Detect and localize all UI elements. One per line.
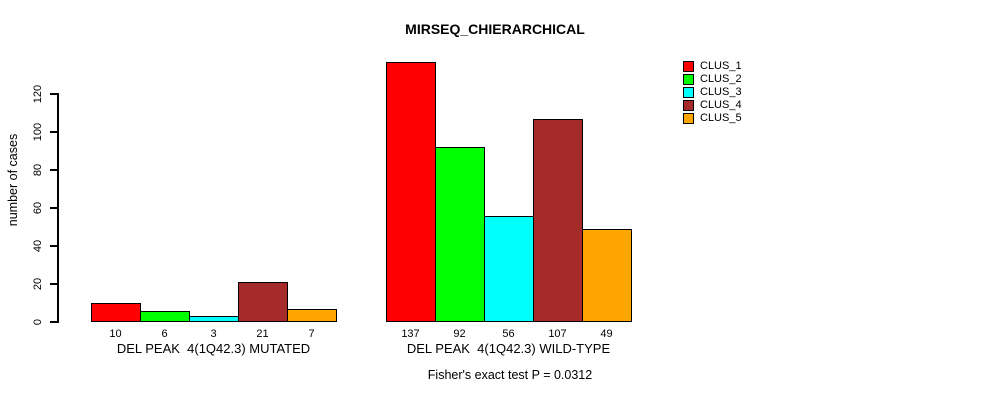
bar-wild-type-clus-3 xyxy=(484,216,534,322)
y-tick xyxy=(50,283,57,285)
y-tick-label: 100 xyxy=(32,122,44,142)
bar-value-label: 21 xyxy=(256,328,269,340)
bar-value-label: 6 xyxy=(161,328,168,340)
legend: CLUS_1 CLUS_2 CLUS_3 CLUS_4 CLUS_5 xyxy=(683,60,742,125)
legend-swatch-clus-2 xyxy=(683,74,694,85)
bar-value-label: 92 xyxy=(453,328,466,340)
y-tick xyxy=(50,245,57,247)
group-label-mutated: DEL PEAK 4(1Q42.3) MUTATED xyxy=(116,341,311,356)
chart-title: MIRSEQ_CHIERARCHICAL xyxy=(405,21,585,37)
legend-row: CLUS_1 xyxy=(683,60,742,73)
y-tick xyxy=(50,169,57,171)
y-axis-line xyxy=(57,93,59,323)
bar-mutated-clus-3 xyxy=(189,316,239,322)
bar-value-label: 107 xyxy=(548,328,567,340)
fisher-test-note: Fisher's exact test P = 0.0312 xyxy=(427,368,593,382)
y-tick xyxy=(50,321,57,323)
bar-mutated-clus-5 xyxy=(287,309,337,322)
y-tick xyxy=(50,93,57,95)
legend-row: CLUS_4 xyxy=(683,99,742,112)
y-tick xyxy=(50,207,57,209)
bar-value-label: 10 xyxy=(109,328,122,340)
bar-value-label: 56 xyxy=(502,328,515,340)
bar-wild-type-clus-5 xyxy=(582,229,632,322)
y-tick-label: 20 xyxy=(32,277,44,291)
bar-wild-type-clus-4 xyxy=(533,119,583,322)
y-tick xyxy=(50,131,57,133)
legend-label: CLUS_3 xyxy=(700,86,742,98)
bar-value-label: 137 xyxy=(401,328,420,340)
y-axis-label: number of cases xyxy=(6,133,20,227)
bar-wild-type-clus-2 xyxy=(435,147,485,322)
legend-label: CLUS_5 xyxy=(700,112,742,124)
legend-label: CLUS_2 xyxy=(700,73,742,85)
legend-swatch-clus-1 xyxy=(683,61,694,72)
legend-row: CLUS_2 xyxy=(683,73,742,86)
legend-row: CLUS_3 xyxy=(683,86,742,99)
bar-mutated-clus-1 xyxy=(91,303,141,322)
legend-swatch-clus-5 xyxy=(683,113,694,124)
bar-mutated-clus-2 xyxy=(140,311,190,322)
bar-value-label: 49 xyxy=(600,328,613,340)
legend-label: CLUS_1 xyxy=(700,60,742,72)
y-tick-label: 40 xyxy=(32,239,44,253)
group-label-wild-type: DEL PEAK 4(1Q42.3) WILD-TYPE xyxy=(406,341,611,356)
legend-swatch-clus-3 xyxy=(683,87,694,98)
bar-mutated-clus-4 xyxy=(238,282,288,322)
y-tick-label: 120 xyxy=(32,84,44,104)
bar-wild-type-clus-1 xyxy=(386,62,436,322)
bar-value-label: 3 xyxy=(210,328,217,340)
bar-value-label: 7 xyxy=(308,328,315,340)
legend-swatch-clus-4 xyxy=(683,100,694,111)
y-tick-label: 80 xyxy=(32,163,44,177)
legend-label: CLUS_4 xyxy=(700,99,742,111)
y-tick-label: 60 xyxy=(32,201,44,215)
legend-row: CLUS_5 xyxy=(683,112,742,125)
y-tick-label: 0 xyxy=(32,318,44,326)
